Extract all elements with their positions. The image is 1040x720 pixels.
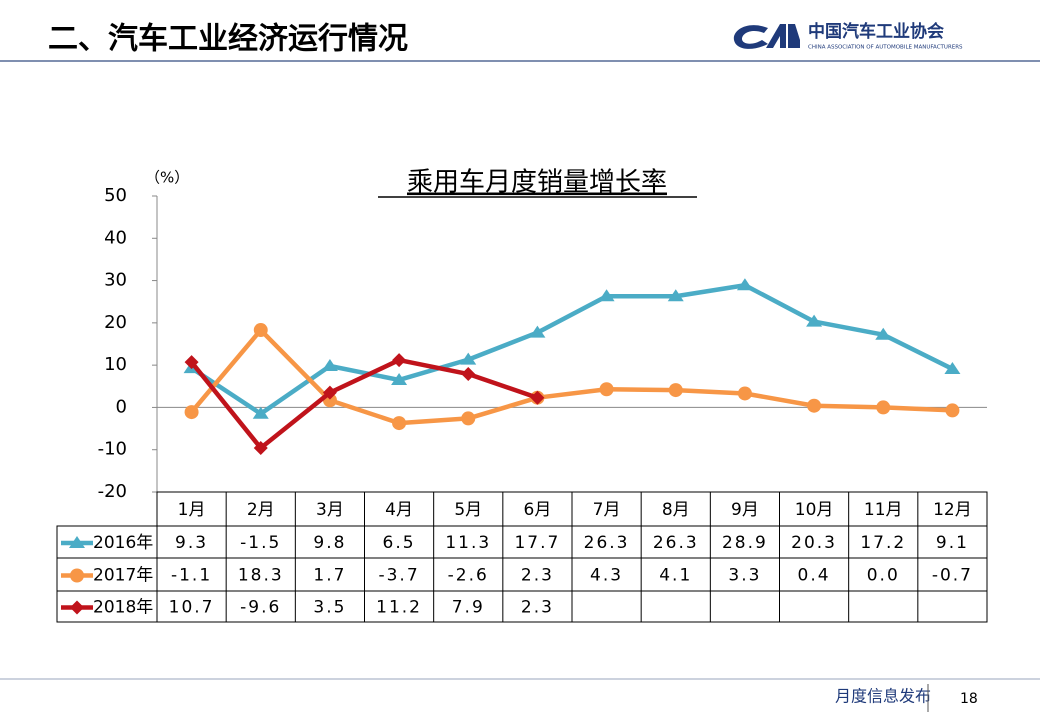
table-value: 17.2 <box>860 533 906 553</box>
table-value: 11.2 <box>376 598 422 618</box>
x-tick-label: 8月 <box>662 500 690 520</box>
series-line <box>190 282 954 417</box>
marker <box>529 325 546 338</box>
table-value: 26.3 <box>653 533 699 553</box>
marker <box>668 383 683 398</box>
marker <box>391 372 408 385</box>
marker <box>253 441 268 456</box>
series-line <box>189 327 953 426</box>
marker <box>944 361 961 374</box>
table-value: -9.6 <box>240 598 281 618</box>
marker <box>252 406 269 419</box>
table-value: 6.5 <box>383 533 416 553</box>
table-value: 3.5 <box>313 598 346 618</box>
marker <box>70 568 84 583</box>
table-value: 0.4 <box>798 566 831 586</box>
logo-text: 中国汽车工业协会 <box>808 21 944 42</box>
marker <box>460 352 477 365</box>
table-value: 18.3 <box>238 566 284 586</box>
marker <box>945 403 960 418</box>
table-value: 28.9 <box>722 533 768 553</box>
table-value: 9.3 <box>175 533 208 553</box>
marker <box>461 411 476 426</box>
table-value: 11.3 <box>445 533 491 553</box>
x-tick-label: 4月 <box>385 500 413 520</box>
marker <box>876 400 891 415</box>
table-value: 9.1 <box>936 533 969 553</box>
legend-label: 2016年 <box>93 533 153 553</box>
table-value: 4.1 <box>659 566 692 586</box>
marker <box>253 323 268 338</box>
table-value: -1.1 <box>171 566 212 586</box>
table-value: 20.3 <box>791 533 837 553</box>
logo-subtext: CHINA ASSOCIATION OF AUTOMOBILE MANUFACT… <box>808 45 963 51</box>
logo-mark <box>733 24 800 49</box>
x-tick-label: 1月 <box>178 500 206 520</box>
x-tick-label: 7月 <box>593 500 621 520</box>
table-value: 1.7 <box>313 566 346 586</box>
table-value: 9.8 <box>313 533 346 553</box>
x-tick-label: 2月 <box>247 500 275 520</box>
x-tick-label: 5月 <box>454 500 482 520</box>
slide-title: 二、汽车工业经济运行情况 <box>48 22 408 57</box>
table-value: 2.3 <box>521 598 554 618</box>
y-tick-label: -10 <box>98 439 127 460</box>
marker <box>184 405 199 420</box>
table-value: 26.3 <box>584 533 630 553</box>
x-tick-label: 6月 <box>524 500 552 520</box>
y-tick-label: 40 <box>104 227 127 248</box>
marker <box>184 355 199 370</box>
y-axis-label: （%） <box>145 169 189 187</box>
table-value: 3.3 <box>728 566 761 586</box>
legend-label: 2017年 <box>93 566 153 586</box>
marker <box>69 536 85 548</box>
marker <box>598 289 615 302</box>
x-tick-label: 10月 <box>795 500 834 520</box>
table-value: -0.7 <box>932 566 973 586</box>
table-value: 17.7 <box>514 533 560 553</box>
y-tick-label: 10 <box>104 354 127 375</box>
marker <box>737 386 752 401</box>
table-value: 4.3 <box>590 566 623 586</box>
marker <box>322 385 337 400</box>
marker <box>392 416 407 431</box>
marker <box>806 314 823 327</box>
marker <box>392 353 407 368</box>
marker <box>667 289 684 302</box>
marker <box>530 390 545 405</box>
y-tick-label: -20 <box>98 481 127 502</box>
marker <box>599 382 614 397</box>
marker <box>70 600 84 615</box>
table-value: 7.9 <box>452 598 485 618</box>
x-tick-label: 12月 <box>933 500 972 520</box>
y-tick-label: 0 <box>116 396 127 417</box>
x-tick-label: 9月 <box>731 500 759 520</box>
marker <box>875 327 892 340</box>
y-tick-label: 50 <box>104 185 127 206</box>
legend-label: 2018年 <box>93 598 153 618</box>
series-line <box>189 357 539 451</box>
marker <box>321 358 338 371</box>
table-value: 10.7 <box>169 598 215 618</box>
table-value: 0.0 <box>867 566 900 586</box>
marker <box>461 367 476 382</box>
x-tick-label: 3月 <box>316 500 344 520</box>
page-number: 18 <box>960 691 978 707</box>
y-tick-label: 20 <box>104 312 127 333</box>
table-value: -1.5 <box>240 533 281 553</box>
marker <box>736 278 753 291</box>
table-value: -3.7 <box>378 566 419 586</box>
x-tick-label: 11月 <box>864 500 903 520</box>
table-value: -2.6 <box>448 566 489 586</box>
table-value: 2.3 <box>521 566 554 586</box>
marker <box>807 398 822 413</box>
footer-text: 月度信息发布 <box>835 687 931 706</box>
chart-title: 乘用车月度销量增长率 <box>407 168 667 198</box>
y-tick-label: 30 <box>104 270 127 291</box>
